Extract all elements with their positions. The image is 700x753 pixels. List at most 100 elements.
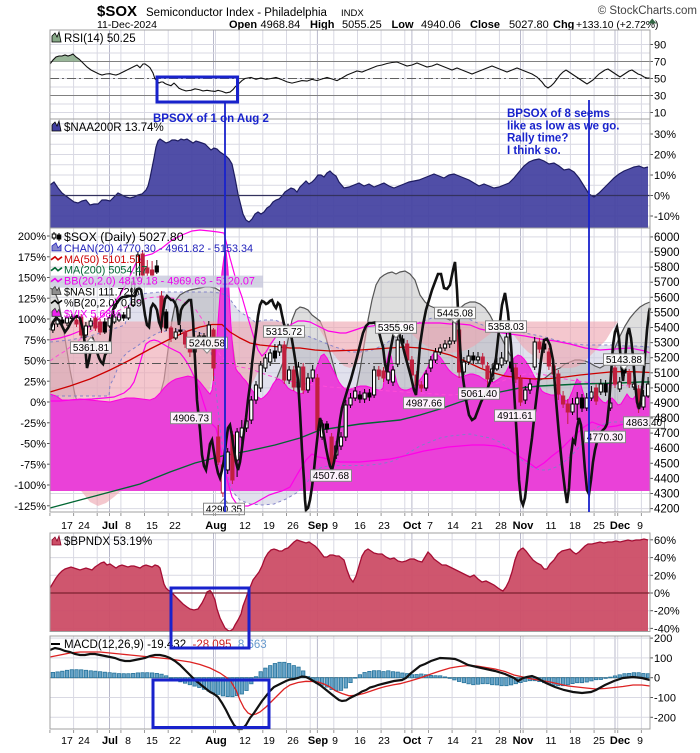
svg-text:5445.08: 5445.08 — [437, 309, 474, 320]
svg-text:30: 30 — [654, 91, 666, 103]
svg-text:Open: Open — [229, 19, 257, 31]
svg-text:-40%: -40% — [654, 623, 680, 635]
svg-text:20%: 20% — [654, 150, 676, 162]
svg-text:INDX: INDX — [341, 8, 364, 19]
svg-text:14: 14 — [447, 520, 459, 532]
svg-text:BPSOX of 8 seems: BPSOX of 8 seems — [507, 108, 610, 120]
svg-text:Rally time?: Rally time? — [507, 133, 568, 145]
svg-text:-200: -200 — [654, 712, 676, 724]
svg-text:-10%: -10% — [654, 211, 680, 223]
svg-text:25%: 25% — [24, 376, 46, 388]
svg-text:8: 8 — [125, 520, 131, 532]
svg-text:17: 17 — [61, 520, 73, 532]
svg-text:4770.30: 4770.30 — [587, 433, 624, 444]
svg-text:22: 22 — [169, 735, 181, 747]
svg-text:11-Dec-2024: 11-Dec-2024 — [97, 19, 157, 31]
svg-text:5900: 5900 — [654, 247, 680, 259]
svg-text:MA(50) 5101.51: MA(50) 5101.51 — [64, 254, 141, 266]
svg-text:Jul: Jul — [102, 520, 118, 532]
svg-text:19: 19 — [263, 520, 275, 532]
svg-text:100: 100 — [654, 653, 672, 665]
svg-text:19: 19 — [263, 735, 275, 747]
svg-text:26: 26 — [287, 520, 299, 532]
svg-text:24: 24 — [78, 520, 90, 532]
svg-text:25: 25 — [593, 735, 605, 747]
svg-text:4400: 4400 — [654, 473, 680, 485]
svg-text:$VIX 5.68%: $VIX 5.68% — [64, 308, 121, 320]
svg-text:28: 28 — [495, 735, 507, 747]
svg-text:Semiconductor Index - Philadel: Semiconductor Index - Philadelphia — [146, 7, 328, 19]
svg-text:4507.68: 4507.68 — [313, 471, 350, 482]
svg-text:Low: Low — [392, 19, 414, 31]
svg-text:20%: 20% — [654, 570, 676, 582]
svg-text:Nov: Nov — [513, 735, 535, 747]
svg-text:10%: 10% — [654, 170, 676, 182]
svg-text:4700: 4700 — [654, 428, 680, 440]
svg-text:12: 12 — [239, 735, 251, 747]
svg-text:Aug: Aug — [205, 520, 226, 532]
svg-text:200: 200 — [654, 633, 672, 645]
svg-text:18: 18 — [569, 735, 581, 747]
svg-text:4900: 4900 — [654, 398, 680, 410]
svg-text:11: 11 — [546, 520, 557, 532]
svg-text:5355.96: 5355.96 — [378, 323, 415, 334]
svg-text:10: 10 — [654, 108, 666, 120]
svg-text:Sep: Sep — [308, 520, 328, 532]
svg-text:5315.72: 5315.72 — [266, 327, 303, 338]
svg-text:5500: 5500 — [654, 307, 680, 319]
svg-text:5361.81: 5361.81 — [73, 343, 110, 354]
svg-text:4600: 4600 — [654, 443, 680, 455]
svg-text:0%: 0% — [654, 191, 670, 203]
svg-text:8: 8 — [125, 735, 131, 747]
svg-text:Aug: Aug — [205, 735, 226, 747]
svg-text:11: 11 — [546, 735, 557, 747]
svg-text:28: 28 — [495, 520, 507, 532]
svg-text:-100%: -100% — [14, 480, 46, 492]
svg-text:$NASI 111.72%: $NASI 111.72% — [64, 287, 140, 299]
svg-text:BB(20,2.0) 4819.18 - 4969.63 -: BB(20,2.0) 4819.18 - 4969.63 - 5120.07 — [64, 276, 255, 288]
svg-text:5061.40: 5061.40 — [461, 389, 498, 400]
svg-text:18: 18 — [569, 520, 581, 532]
svg-text:125%: 125% — [18, 293, 46, 305]
svg-text:-100: -100 — [654, 693, 676, 705]
svg-text:23: 23 — [378, 520, 390, 532]
svg-text:Chg: Chg — [553, 19, 574, 31]
svg-text:5027.80: 5027.80 — [509, 19, 549, 31]
svg-text:Close: Close — [470, 19, 500, 31]
svg-text:200%: 200% — [18, 231, 46, 243]
svg-text:4911.61: 4911.61 — [497, 411, 533, 422]
svg-text:75%: 75% — [24, 335, 46, 347]
svg-text:Dec: Dec — [610, 520, 630, 532]
svg-text:6000: 6000 — [654, 232, 680, 244]
svg-text:9: 9 — [332, 735, 338, 747]
svg-text:22: 22 — [169, 520, 181, 532]
svg-text:-125%: -125% — [14, 501, 46, 513]
svg-text:I think so.: I think so. — [507, 145, 561, 157]
svg-text:14: 14 — [447, 735, 459, 747]
svg-text:5240.58: 5240.58 — [189, 339, 226, 350]
svg-text:9: 9 — [637, 520, 643, 532]
svg-text:4863.40: 4863.40 — [626, 418, 663, 429]
svg-text:5100: 5100 — [654, 368, 680, 380]
svg-text:5600: 5600 — [654, 292, 680, 304]
svg-text:4800: 4800 — [654, 413, 680, 425]
svg-text:-25%: -25% — [20, 418, 46, 430]
svg-text:0%: 0% — [654, 588, 670, 600]
svg-text:%B(20,2.0) 0.69: %B(20,2.0) 0.69 — [64, 297, 142, 309]
svg-text:16: 16 — [354, 520, 366, 532]
svg-text:16: 16 — [354, 735, 366, 747]
svg-text:21: 21 — [471, 735, 483, 747]
svg-text:4968.84: 4968.84 — [261, 19, 301, 31]
svg-text:$BPNDX 53.19%: $BPNDX 53.19% — [64, 536, 152, 548]
svg-text:5000: 5000 — [654, 383, 680, 395]
svg-text:Oct: Oct — [403, 520, 422, 532]
svg-text:15: 15 — [146, 520, 158, 532]
svg-text:150%: 150% — [18, 273, 46, 285]
svg-text:21: 21 — [471, 520, 483, 532]
svg-text:70: 70 — [654, 57, 666, 69]
svg-text:-50%: -50% — [20, 439, 46, 451]
svg-text:4906.73: 4906.73 — [173, 414, 210, 425]
svg-text:MA(200) 5054.47: MA(200) 5054.47 — [64, 265, 147, 277]
svg-text:60%: 60% — [654, 535, 676, 547]
svg-text:Sep: Sep — [308, 735, 328, 747]
